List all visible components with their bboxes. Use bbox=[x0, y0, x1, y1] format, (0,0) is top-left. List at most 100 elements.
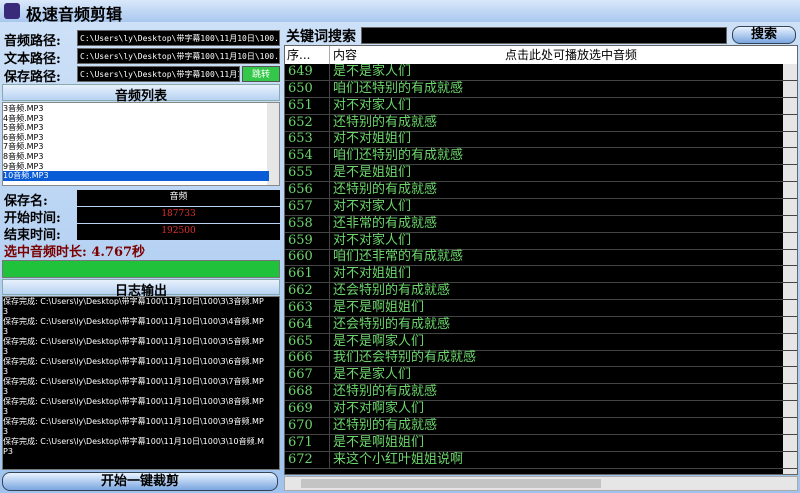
start-button[interactable]: 开始一键裁剪 bbox=[2, 472, 278, 491]
list-item[interactable]: 4音频.MP3 bbox=[3, 113, 44, 123]
v-scrollbar[interactable] bbox=[783, 64, 797, 474]
row-number: 670 bbox=[288, 417, 313, 433]
search-label: 关键词搜索 bbox=[286, 29, 356, 45]
row-number: 656 bbox=[288, 181, 313, 197]
list-item[interactable]: 3音频.MP3 bbox=[3, 104, 44, 113]
cell-divider bbox=[329, 249, 330, 267]
row-number: 667 bbox=[288, 367, 313, 383]
row-text: 对不对家人们 bbox=[333, 232, 412, 248]
table-row[interactable]: 663 是不是啊姐姐们 bbox=[285, 299, 797, 317]
path-label: 保存路径: bbox=[4, 70, 61, 85]
log-line: 保存完成: C:\Users\ly\Desktop\带字幕100\11月10日\… bbox=[3, 417, 264, 436]
list-item[interactable]: 7音频.MP3 bbox=[3, 142, 44, 152]
app-icon bbox=[4, 3, 20, 19]
table-row[interactable]: 652 还特别的有成就感 bbox=[285, 114, 797, 132]
list-item[interactable]: 6音频.MP3 bbox=[3, 132, 44, 142]
field-value[interactable]: 187733 bbox=[77, 207, 280, 223]
h-scrollbar[interactable] bbox=[284, 476, 798, 491]
list-header: 音频列表 bbox=[2, 84, 280, 104]
cell-divider bbox=[329, 198, 330, 216]
table-row[interactable]: 651 对不对家人们 bbox=[285, 97, 797, 115]
table-row[interactable]: 671 是不是啊姐姐们 bbox=[285, 434, 797, 452]
log-line: 保存完成: C:\Users\ly\Desktop\带字幕100\11月10日\… bbox=[3, 377, 264, 396]
list-item[interactable]: 5音频.MP3 bbox=[3, 123, 44, 133]
table-row[interactable]: 659 对不对家人们 bbox=[285, 232, 797, 250]
row-number: 654 bbox=[288, 148, 313, 164]
jump-button[interactable]: 跳转 bbox=[242, 66, 280, 82]
table-row[interactable]: 672 来这个小红叶姐姐说啊 bbox=[285, 451, 797, 469]
list-item[interactable]: 10音频.MP3 bbox=[3, 171, 269, 182]
scroll-thumb[interactable] bbox=[301, 479, 601, 488]
path-input[interactable]: C:\Users\ly\Desktop\带字幕100\11月10日\100 bbox=[77, 66, 240, 82]
row-text: 还特别的有成就感 bbox=[333, 417, 438, 433]
table-row[interactable]: 654 咱们还特别的有成就感 bbox=[285, 148, 797, 166]
cell-divider bbox=[329, 401, 330, 418]
log-line: 保存完成: C:\Users\ly\Desktop\带字幕100\11月10日\… bbox=[3, 297, 264, 316]
log-line: 保存完成: C:\Users\ly\Desktop\带字幕100\11月10日\… bbox=[3, 317, 264, 336]
table-row[interactable]: 668 还特别的有成就感 bbox=[285, 384, 797, 402]
cell-divider bbox=[329, 215, 330, 233]
search-input[interactable] bbox=[361, 27, 727, 44]
row-text: 还会特别的有成就感 bbox=[333, 283, 451, 299]
table-row[interactable]: 657 对不对家人们 bbox=[285, 198, 797, 216]
cell-divider bbox=[329, 367, 330, 385]
row-number: 672 bbox=[288, 451, 313, 467]
cell-divider bbox=[329, 181, 330, 199]
table-row[interactable]: 655 是不是姐姐们 bbox=[285, 165, 797, 183]
cell-divider bbox=[329, 451, 330, 469]
cell-divider bbox=[329, 316, 330, 334]
field-value[interactable]: 192500 bbox=[77, 224, 280, 240]
table-row[interactable]: 649 是不是家人们 bbox=[285, 64, 797, 81]
list-item[interactable]: 9音频.MP3 bbox=[3, 161, 44, 171]
path-input[interactable]: C:\Users\ly\Desktop\带字幕100\11月10日\100.sr… bbox=[77, 48, 280, 64]
table-row[interactable]: 666 我们还会特别的有成就感 bbox=[285, 350, 797, 368]
path-input[interactable]: C:\Users\ly\Desktop\带字幕100\11月10日\100.MP… bbox=[77, 30, 280, 46]
table-row[interactable]: 661 对不对姐姐们 bbox=[285, 266, 797, 284]
row-text: 对不对家人们 bbox=[333, 97, 412, 113]
table-row[interactable]: 665 是不是啊家人们 bbox=[285, 333, 797, 351]
row-text: 对不对家人们 bbox=[333, 198, 412, 214]
table-row[interactable]: 653 对不对姐姐们 bbox=[285, 131, 797, 149]
row-number: 657 bbox=[288, 198, 313, 214]
row-number: 664 bbox=[288, 316, 313, 332]
row-number: 649 bbox=[288, 64, 313, 79]
row-number: 662 bbox=[288, 283, 313, 299]
audio-list[interactable]: 3音频.MP3 4音频.MP3 5音频.MP3 6音频.MP3 7音频.MP3 8音频.M… bbox=[2, 102, 280, 186]
duration: 选中音频时长: 4.767秒 bbox=[4, 245, 146, 260]
row-text: 是不是姐姐们 bbox=[333, 165, 412, 181]
row-text: 对不对啊家人们 bbox=[333, 401, 425, 416]
table-row[interactable]: 667 是不是家人们 bbox=[285, 367, 797, 385]
row-number: 661 bbox=[288, 266, 313, 282]
row-text: 是不是家人们 bbox=[333, 64, 412, 79]
row-number: 669 bbox=[288, 401, 313, 416]
column-header[interactable]: 序... bbox=[287, 48, 311, 62]
column-header[interactable]: 点击此处可播放选中音频 bbox=[505, 48, 638, 62]
table-row[interactable]: 662 还会特别的有成就感 bbox=[285, 283, 797, 301]
cell-divider bbox=[329, 283, 330, 301]
column-header[interactable]: 内容 bbox=[333, 48, 358, 62]
scrollbar[interactable] bbox=[267, 103, 279, 185]
table-row[interactable]: 660 咱们还非常的有成就感 bbox=[285, 249, 797, 267]
cell-divider bbox=[329, 299, 330, 317]
cell-divider bbox=[329, 384, 330, 402]
list-item[interactable]: 8音频.MP3 bbox=[3, 152, 44, 161]
cell-divider bbox=[329, 350, 330, 368]
row-text: 还特别的有成就感 bbox=[333, 384, 438, 400]
table-row[interactable]: 664 还会特别的有成就感 bbox=[285, 316, 797, 334]
table-row[interactable]: 670 还特别的有成就感 bbox=[285, 417, 797, 435]
cell-divider bbox=[329, 232, 330, 250]
app-title: 极速音频剪辑 bbox=[26, 5, 123, 24]
table-row[interactable]: 658 还非常的有成就感 bbox=[285, 215, 797, 233]
row-text: 咱们还非常的有成就感 bbox=[333, 249, 464, 265]
table-row[interactable]: 656 还特别的有成就感 bbox=[285, 181, 797, 199]
row-text: 来这个小红叶姐姐说啊 bbox=[333, 451, 464, 467]
row-number: 666 bbox=[288, 350, 313, 366]
search-button[interactable]: 搜索 bbox=[732, 26, 796, 44]
path-label: 文本路径: bbox=[4, 52, 61, 67]
table-row[interactable]: 669 对不对啊家人们 bbox=[285, 401, 797, 418]
table-row[interactable]: 650 咱们还特别的有成就感 bbox=[285, 80, 797, 98]
field-label: 开始时间: bbox=[4, 211, 61, 226]
row-number: 665 bbox=[288, 333, 313, 349]
field-value[interactable]: 音频 bbox=[77, 190, 280, 206]
